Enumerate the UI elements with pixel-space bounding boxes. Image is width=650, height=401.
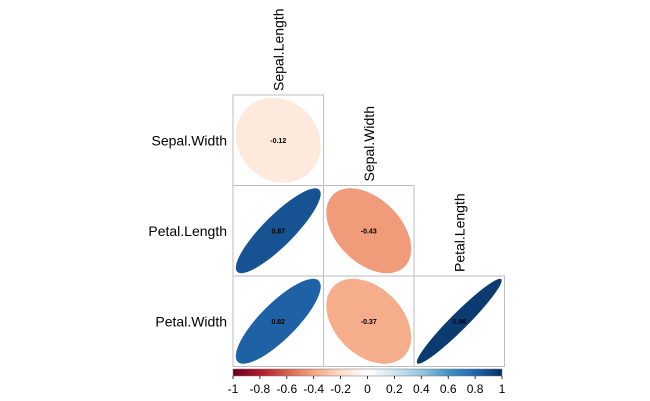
ellipse-petal-width-petal-length <box>416 278 502 364</box>
colorbar-tick-label: 0.4 <box>413 382 430 396</box>
coef-label-sepal-width-sepal-length: -0.12 <box>270 138 286 145</box>
colorbar-bar <box>232 368 503 377</box>
coef-label-petal-length-sepal-length: 0.87 <box>271 228 285 235</box>
ellipse-petal-length-sepal-width <box>326 188 412 274</box>
row-label-layer: Sepal.Width Petal.Length Petal.Width <box>148 132 227 329</box>
colorbar-tick-label: 1 <box>499 382 506 396</box>
colorbar-ticks: -1 -0.8 -0.6 -0.4 -0.2 0 0.2 0.4 0.6 0.8 1 <box>228 376 506 396</box>
column-label-layer: Sepal.Length Sepal.Width Petal.Length <box>270 8 467 272</box>
ellipse-petal-length-sepal-length <box>235 188 321 274</box>
colorbar-tick-label: 0.2 <box>386 382 403 396</box>
col-label-sepal-length: Sepal.Length <box>270 8 286 91</box>
row-label-sepal-width: Sepal.Width <box>152 132 227 148</box>
coef-label-petal-length-sepal-width: -0.43 <box>361 228 377 235</box>
coef-label-petal-width-sepal-width: -0.37 <box>361 319 377 326</box>
grid-layer <box>232 94 505 367</box>
colorbar-tick-label: -0.6 <box>276 382 297 396</box>
colorbar-tick-label: 0.8 <box>467 382 484 396</box>
colorbar-tick-label: 0 <box>364 382 371 396</box>
ellipse-petal-width-sepal-length <box>235 278 321 364</box>
col-label-petal-length: Petal.Length <box>451 193 467 272</box>
row-label-petal-width: Petal.Width <box>155 313 227 329</box>
colorbar: -1 -0.8 -0.6 -0.4 -0.2 0 0.2 0.4 0.6 0.8 1 <box>228 368 506 396</box>
coef-label-petal-width-sepal-length: 0.82 <box>271 319 285 326</box>
colorbar-tick-label: -0.8 <box>250 382 271 396</box>
colorbar-tick-label: -1 <box>228 382 239 396</box>
colorbar-tick-label: -0.4 <box>303 382 324 396</box>
col-label-sepal-width: Sepal.Width <box>361 106 377 181</box>
colorbar-tick-label: -0.2 <box>330 382 351 396</box>
coefficient-label-layer: -0.12 0.87 -0.43 0.82 -0.37 0.96 <box>270 138 466 326</box>
ellipse-sepal-width-sepal-length <box>235 97 321 183</box>
row-label-petal-length: Petal.Length <box>148 223 227 239</box>
cell-border-petal-width-petal-length <box>413 275 505 367</box>
ellipse-layer <box>235 97 502 364</box>
colorbar-tick-label: 0.6 <box>440 382 457 396</box>
coef-label-petal-width-petal-length: 0.96 <box>452 319 466 326</box>
ellipse-petal-width-sepal-width <box>326 278 412 364</box>
